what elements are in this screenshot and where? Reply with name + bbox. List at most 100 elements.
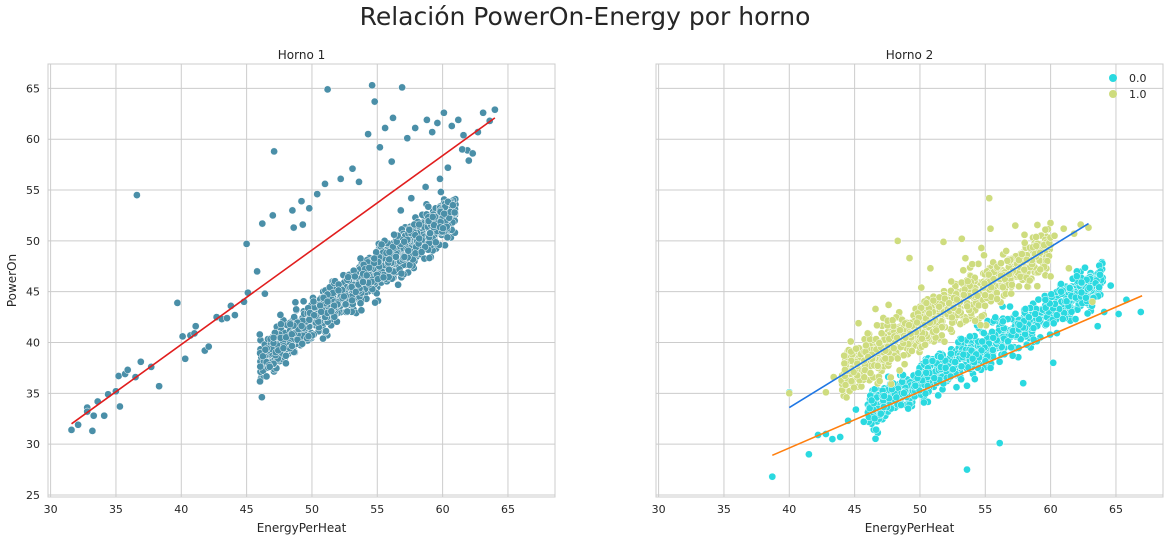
scatter-point	[1072, 272, 1081, 281]
legend-label-1: 1.0	[1129, 88, 1147, 101]
scatter-point	[1032, 233, 1040, 241]
scatter-point	[261, 345, 270, 354]
scatter-point	[860, 373, 869, 382]
scatter-point	[1007, 289, 1016, 298]
scatter-point	[1003, 256, 1012, 265]
scatter-point	[1077, 278, 1086, 287]
scatter-point	[948, 313, 956, 322]
scatter-point	[917, 303, 926, 312]
scatter-point	[1082, 293, 1090, 302]
scatter-point	[1034, 295, 1043, 304]
scatter-point	[88, 427, 97, 435]
scatter-point	[270, 147, 278, 156]
scatter-point	[1020, 238, 1029, 247]
scatter-point	[305, 204, 314, 213]
scatter-point	[977, 312, 986, 321]
scatter-point	[871, 305, 880, 313]
x-tick-label: 40	[782, 503, 796, 516]
scatter-point	[959, 291, 968, 299]
scatter-point	[968, 260, 977, 269]
scatter-point	[1062, 297, 1071, 306]
scatter-point	[323, 85, 332, 94]
scatter-point	[981, 301, 989, 310]
scatter-point	[1093, 322, 1102, 331]
scatter-point	[840, 351, 849, 360]
scatter-point	[989, 346, 997, 354]
scatter-point	[905, 321, 913, 329]
scatter-point	[348, 296, 356, 305]
fit-line	[771, 295, 1143, 457]
scatter-point	[862, 341, 870, 350]
scatter-point	[362, 271, 371, 280]
y-tick-label: 25	[26, 489, 40, 502]
x-tick-label: 60	[436, 503, 450, 516]
scatter-point	[963, 465, 971, 474]
panel-1-ticks: 30 35 40 45 50 55 60 65 25 30 35 40 45 50 55 60 65	[26, 82, 515, 516]
scatter-point	[468, 149, 477, 158]
scatter-point	[991, 313, 1000, 322]
scatter-point	[895, 366, 904, 375]
scatter-point	[411, 124, 420, 132]
scatter-point	[100, 411, 109, 420]
scatter-point	[265, 362, 274, 371]
scatter-point	[1096, 270, 1104, 279]
scatter-point	[872, 425, 880, 434]
scatter-point	[385, 255, 394, 264]
scatter-point	[426, 229, 434, 238]
scatter-point	[1081, 263, 1089, 272]
scatter-point	[993, 295, 1001, 303]
scatter-point	[392, 252, 400, 261]
scatter-point	[261, 289, 269, 298]
panel-2-scatter-points	[768, 194, 1145, 481]
scatter-point	[922, 368, 931, 377]
scatter-point	[1136, 308, 1145, 316]
figure-title: Relación PowerOn-Energy por horno	[360, 2, 811, 31]
scatter-point	[355, 178, 363, 186]
scatter-point	[1036, 265, 1045, 274]
scatter-point	[114, 372, 123, 380]
scatter-point	[431, 238, 440, 247]
scatter-point	[336, 175, 345, 183]
scatter-point	[914, 369, 923, 378]
scatter-point	[415, 234, 424, 243]
scatter-point	[277, 320, 285, 329]
scatter-point	[1007, 343, 1015, 352]
scatter-point	[289, 223, 298, 232]
scatter-point	[842, 393, 851, 402]
scatter-point	[952, 383, 961, 392]
scatter-point	[1041, 295, 1050, 304]
scatter-point	[836, 433, 845, 441]
x-tick-label: 30	[652, 503, 666, 516]
scatter-point	[922, 299, 931, 307]
scatter-point	[279, 344, 288, 353]
scatter-point	[282, 359, 290, 368]
scatter-point	[1024, 313, 1033, 322]
scatter-point	[394, 280, 402, 289]
x-tick-label: 30	[44, 503, 58, 516]
scatter-point	[1002, 247, 1011, 255]
scatter-point	[957, 362, 966, 371]
scatter-point	[1011, 221, 1020, 230]
scatter-point	[368, 81, 376, 90]
scatter-point	[981, 291, 989, 300]
scatter-point	[370, 254, 379, 263]
scatter-point	[1049, 358, 1058, 367]
scatter-point	[971, 317, 979, 325]
scatter-point	[390, 230, 398, 239]
scatter-point	[1004, 337, 1012, 346]
scatter-point	[1088, 297, 1097, 306]
scatter-point	[454, 116, 463, 124]
scatter-point	[491, 105, 499, 114]
scatter-point	[450, 208, 459, 217]
scatter-point	[805, 450, 813, 459]
scatter-point	[242, 240, 251, 248]
scatter-point	[421, 183, 430, 191]
scatter-point	[407, 194, 416, 203]
scatter-point	[298, 220, 307, 229]
scatter-point	[980, 251, 988, 260]
scatter-point	[136, 357, 145, 366]
scatter-point	[436, 175, 444, 183]
scatter-point	[364, 130, 372, 138]
scatter-point	[978, 337, 987, 346]
